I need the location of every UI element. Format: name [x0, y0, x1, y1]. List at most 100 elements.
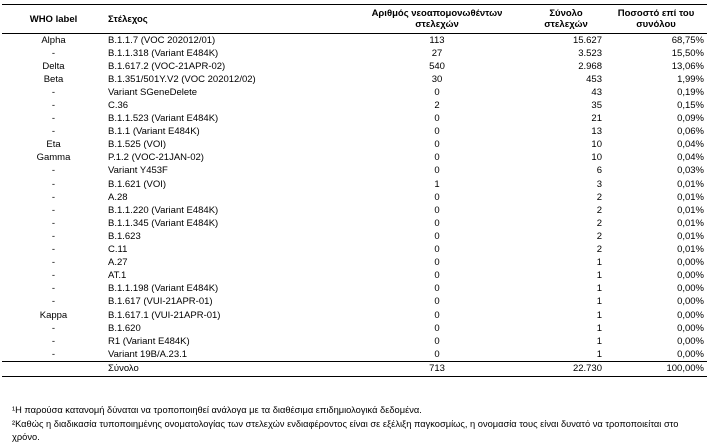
table-cell: 3	[596, 178, 602, 190]
table-cell: 10	[591, 152, 602, 164]
table-cell: 2	[596, 217, 602, 229]
table-cell: B.1.1 (Variant E484K)	[108, 126, 200, 138]
table-cell: -	[51, 86, 56, 98]
table-cell: -	[51, 191, 56, 203]
header-cell: Αριθμός νεοαπομονωθέντων στελεχών	[347, 4, 527, 34]
table-cell: 0,09%	[677, 113, 704, 125]
table-cell: -	[51, 47, 56, 59]
header-cell: Ποσοστό επί του συνόλου	[605, 4, 707, 34]
table-cell: Alpha	[41, 34, 66, 46]
table-cell: 21	[591, 113, 602, 125]
table-cell: B.1.1.523 (Variant E484K)	[108, 113, 219, 125]
table-cell: -	[51, 257, 56, 269]
table-cell: 0	[434, 139, 440, 151]
table-cell: Variant SGeneDelete	[108, 86, 198, 98]
variants-table: WHO label Στέλεχος Αριθμός νεοαπομονωθέντω…	[2, 4, 707, 378]
table-cell: 15,50%	[671, 47, 704, 59]
footnotes: ¹Η παρούσα κατανομή δύναται να τροποποιη…	[12, 404, 702, 445]
table-cell: B.1.351/501Y.V2 (VOC 202012/02)	[108, 73, 256, 85]
table-cell: 27	[431, 47, 443, 59]
table-row: - B.1.1 (Variant E484K) 0 13 0,06%	[2, 126, 707, 139]
table-cell: 0	[434, 217, 440, 229]
total-cell: 22.730	[527, 361, 605, 378]
table-cell: 3.523	[578, 47, 602, 59]
table-cell: 0	[434, 165, 440, 177]
table-cell: -	[51, 178, 56, 190]
table-cell: -	[51, 283, 56, 295]
table-row: - B.1.1.345 (Variant E484K) 0 2 0,01%	[2, 217, 707, 230]
table-cell: -	[51, 100, 56, 112]
table-cell: 2	[596, 191, 602, 203]
table-cell: 0,00%	[677, 335, 704, 347]
table-row: Alpha B.1.1.7 (VOC 202012/01) 113 15.627 68,…	[2, 34, 707, 48]
table-cell: 0,01%	[677, 191, 704, 203]
table-cell: Kappa	[39, 309, 68, 321]
table-cell: 0	[434, 283, 440, 295]
table-cell: -	[51, 165, 56, 177]
table-row: Delta B.1.617.2 (VOC-21APR-02) 540 2.968 13,…	[2, 60, 707, 73]
table-cell: B.1.1.7 (VOC 202012/01)	[108, 34, 216, 46]
table-cell: A.27	[108, 257, 128, 269]
table-cell: 0,03%	[677, 165, 704, 177]
table-cell: -	[51, 296, 56, 308]
table-cell: 0	[434, 309, 440, 321]
table-cell: 13	[591, 126, 602, 138]
table-cell: 1	[596, 257, 602, 269]
table-row: - A.27 0 1 0,00%	[2, 257, 707, 270]
table-cell: P.1.2 (VOC-21JAN-02)	[108, 152, 204, 164]
table-cell: B.1.525 (VOI)	[108, 139, 167, 151]
table-row: - B.1.621 (VOI) 1 3 0,01%	[2, 178, 707, 191]
footnote: ²Καθώς η διαδικασία τυποποιημένης ονοματ…	[12, 418, 679, 443]
table-row: - B.1.617 (VUI-21APR-01) 0 1 0,00%	[2, 296, 707, 309]
table-cell: 0,00%	[677, 348, 704, 360]
table-cell: B.1.617 (VUI-21APR-01)	[108, 296, 213, 308]
table-row: Beta B.1.351/501Y.V2 (VOC 202012/02) 30 453…	[2, 73, 707, 86]
table-row: Eta B.1.525 (VOI) 0 10 0,04%	[2, 139, 707, 152]
table-cell: B.1.623	[108, 230, 141, 242]
table-cell: 30	[431, 73, 443, 85]
table-cell: 0,01%	[677, 244, 704, 256]
table-cell: 0	[434, 86, 440, 98]
table-cell: 2	[596, 230, 602, 242]
table-row: - B.1.1.198 (Variant E484K) 0 1 0,00%	[2, 283, 707, 296]
table-cell: Delta	[42, 60, 65, 72]
table-cell: 0,04%	[677, 152, 704, 164]
table-row: - Variant SGeneDelete 0 43 0,19%	[2, 86, 707, 99]
table-cell: 0	[434, 348, 440, 360]
total-cell: 100,00%	[605, 361, 707, 378]
table-cell: -	[51, 348, 56, 360]
table-cell: 0,00%	[677, 296, 704, 308]
table-cell: Variant 19B/A.23.1	[108, 348, 188, 360]
table-cell: 0	[434, 204, 440, 216]
table-cell: -	[51, 230, 56, 242]
table-cell: 0,01%	[677, 230, 704, 242]
table-cell: 1	[596, 322, 602, 334]
table-cell: B.1.621 (VOI)	[108, 178, 167, 190]
table-row: - Variant 19B/A.23.1 0 1 0,00%	[2, 348, 707, 362]
table-cell: 0,00%	[677, 309, 704, 321]
table-cell: 1,99%	[677, 73, 704, 85]
table-cell: 13,06%	[671, 60, 704, 72]
table-cell: -	[51, 113, 56, 125]
table-cell: 68,75%	[671, 34, 704, 46]
table-cell	[2, 361, 105, 378]
table-cell: 0,01%	[677, 178, 704, 190]
table-row: - C.36 2 35 0,15%	[2, 99, 707, 112]
table-cell: 10	[591, 139, 602, 151]
table-row: - AT.1 0 1 0,00%	[2, 270, 707, 283]
header-cell: WHO label	[2, 4, 105, 34]
table-cell: 0	[434, 152, 440, 164]
table-cell: 113	[429, 34, 445, 46]
table-cell: 0,06%	[677, 126, 704, 138]
table-cell: 1	[596, 335, 602, 347]
table-cell: 0	[434, 335, 440, 347]
table-cell: -	[51, 217, 56, 229]
table-cell: 453	[586, 73, 602, 85]
table-cell: R1 (Variant E484K)	[108, 335, 190, 347]
header-cell: Στέλεχος	[105, 4, 347, 34]
table-cell: C.36	[108, 100, 129, 112]
table-cell: 0	[434, 244, 440, 256]
table-cell: 2	[596, 244, 602, 256]
table-cell: C.11	[108, 244, 128, 256]
table-cell: 0,00%	[677, 322, 704, 334]
